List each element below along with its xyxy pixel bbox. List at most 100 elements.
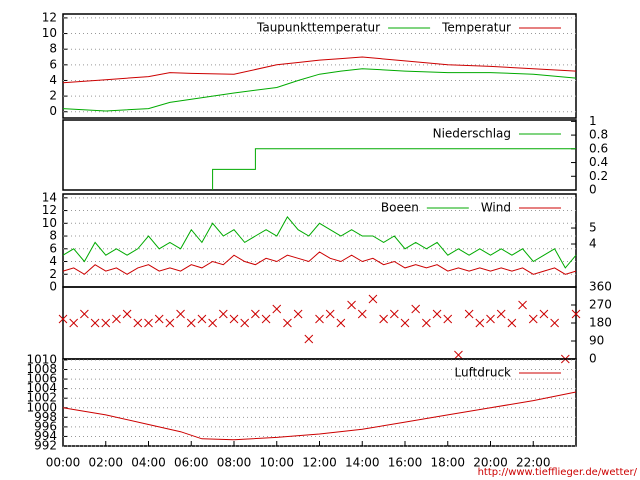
point [464, 309, 474, 319]
point [539, 309, 549, 319]
point-stroke [69, 318, 79, 328]
point [69, 318, 79, 328]
x-tick-label: 16:00 [388, 456, 423, 470]
point-stroke [475, 318, 485, 328]
point [101, 318, 111, 328]
y-tick-label: 12 [42, 10, 57, 24]
point [432, 309, 442, 319]
point-stroke [336, 318, 346, 328]
point [133, 318, 143, 328]
point-stroke [368, 294, 378, 304]
x-tick-label: 02:00 [88, 456, 123, 470]
y-tick-label: 994 [34, 429, 57, 443]
point [229, 314, 239, 324]
point-stroke [304, 334, 314, 344]
point [154, 314, 164, 324]
point [58, 314, 68, 324]
point-stroke [251, 309, 260, 319]
point [122, 309, 132, 319]
point-stroke [496, 309, 506, 319]
y2-tick-label: 0.6 [589, 141, 608, 155]
legend-label: Niederschlag [433, 127, 511, 141]
y-tick-label: 2 [49, 89, 57, 103]
y-tick-label: 996 [34, 419, 57, 433]
point [571, 309, 581, 319]
point-stroke [176, 309, 185, 319]
point-stroke [293, 309, 303, 319]
point [379, 314, 388, 324]
y-tick-label: 0 [49, 280, 57, 294]
point [325, 309, 335, 319]
series-line [62, 251, 577, 275]
series-line [62, 216, 577, 269]
point [496, 309, 506, 319]
point-stroke [411, 304, 421, 314]
panel-frame [62, 286, 577, 360]
y-tick-label: 14 [42, 190, 57, 204]
y2-tick-label: 0.8 [589, 128, 608, 142]
point-stroke [261, 314, 271, 324]
x-tick-label: 20:00 [473, 456, 508, 470]
y2-tick-label: 0 [589, 352, 597, 366]
legend-label: Temperatur [441, 21, 511, 35]
point-stroke [550, 318, 559, 328]
point [272, 304, 282, 314]
point [304, 334, 314, 344]
point [336, 318, 346, 328]
point [357, 309, 367, 319]
x-tick-label: 22:00 [516, 456, 551, 470]
point [90, 318, 100, 328]
x-tick-label: 08:00 [217, 456, 252, 470]
point-stroke [112, 314, 121, 324]
point [411, 304, 421, 314]
point-stroke [80, 309, 89, 319]
point-stroke [539, 309, 549, 319]
point-stroke [186, 318, 196, 328]
y2-tick-label: 1 [589, 114, 597, 128]
point [176, 309, 185, 319]
point-stroke [464, 309, 474, 319]
y2-tick-label: 270 [589, 298, 612, 312]
point [400, 318, 410, 328]
y-tick-label: 12 [42, 203, 57, 217]
y2-tick-label: 180 [589, 316, 612, 330]
point-stroke [315, 314, 324, 324]
point [315, 314, 324, 324]
y-tick-label: 6 [49, 57, 57, 71]
point [389, 309, 399, 319]
legend-label: Boeen [381, 201, 419, 215]
point [80, 309, 89, 319]
x-tick-label: 14:00 [345, 456, 380, 470]
point [112, 314, 121, 324]
y2-tick-label: 0.4 [589, 155, 608, 169]
point [528, 314, 538, 324]
point-stroke [400, 318, 410, 328]
point [197, 314, 207, 324]
point [507, 318, 517, 328]
y-tick-label: 1002 [26, 391, 57, 405]
point-stroke [122, 309, 132, 319]
y-tick-label: 0 [49, 104, 57, 118]
point-stroke [454, 350, 463, 360]
point-stroke [518, 300, 527, 310]
y-tick-label: 1008 [26, 362, 57, 376]
point-stroke [229, 314, 239, 324]
point-stroke [347, 300, 356, 310]
footer-url: http://www.tiefflieger.de/wetter/ [478, 467, 638, 478]
point-stroke [379, 314, 388, 324]
point [443, 314, 453, 324]
y2-tick-label: 5 [589, 221, 597, 235]
x-tick-label: 04:00 [131, 456, 166, 470]
point [454, 350, 463, 360]
y-tick-label: 1010 [26, 352, 57, 366]
y-tick-label: 992 [34, 439, 57, 453]
x-tick-label: 10:00 [259, 456, 294, 470]
x-tick-label: 18:00 [430, 456, 465, 470]
y-tick-label: 8 [49, 229, 57, 243]
point [144, 318, 153, 328]
y-tick-label: 10 [42, 26, 57, 40]
y-tick-label: 1004 [26, 381, 57, 395]
legend-label: Wind [481, 201, 511, 215]
y2-tick-label: 90 [589, 334, 604, 348]
